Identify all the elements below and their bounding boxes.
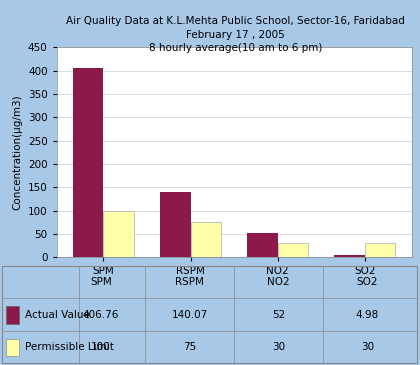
Text: 75: 75	[183, 342, 197, 352]
Bar	[6, 306, 19, 323]
Bar	[191, 222, 221, 257]
Bar	[160, 192, 191, 257]
Bar	[334, 255, 365, 257]
Bar	[247, 233, 278, 257]
Text: 52: 52	[272, 310, 285, 320]
Bar	[6, 338, 19, 356]
Text: NO2: NO2	[267, 277, 290, 287]
Text: RSPM: RSPM	[176, 277, 204, 287]
Text: 30: 30	[272, 342, 285, 352]
Text: 30: 30	[361, 342, 374, 352]
Text: Permissible Limit: Permissible Limit	[25, 342, 114, 352]
Y-axis label: Concentration(µg/m3): Concentration(µg/m3)	[12, 95, 22, 210]
Bar	[278, 243, 308, 257]
Text: Actual Value: Actual Value	[25, 310, 90, 320]
Text: 4.98: 4.98	[356, 310, 379, 320]
Text: 100: 100	[91, 342, 111, 352]
Text: SPM: SPM	[90, 277, 112, 287]
Bar	[73, 68, 103, 257]
Bar	[103, 211, 134, 257]
Text: 140.07: 140.07	[172, 310, 208, 320]
Text: Air Quality Data at K.L.Mehta Public School, Sector-16, Faridabad
February 17 , : Air Quality Data at K.L.Mehta Public Sch…	[66, 16, 404, 53]
Bar	[365, 243, 396, 257]
Text: 406.76: 406.76	[83, 310, 119, 320]
Text: SO2: SO2	[357, 277, 378, 287]
